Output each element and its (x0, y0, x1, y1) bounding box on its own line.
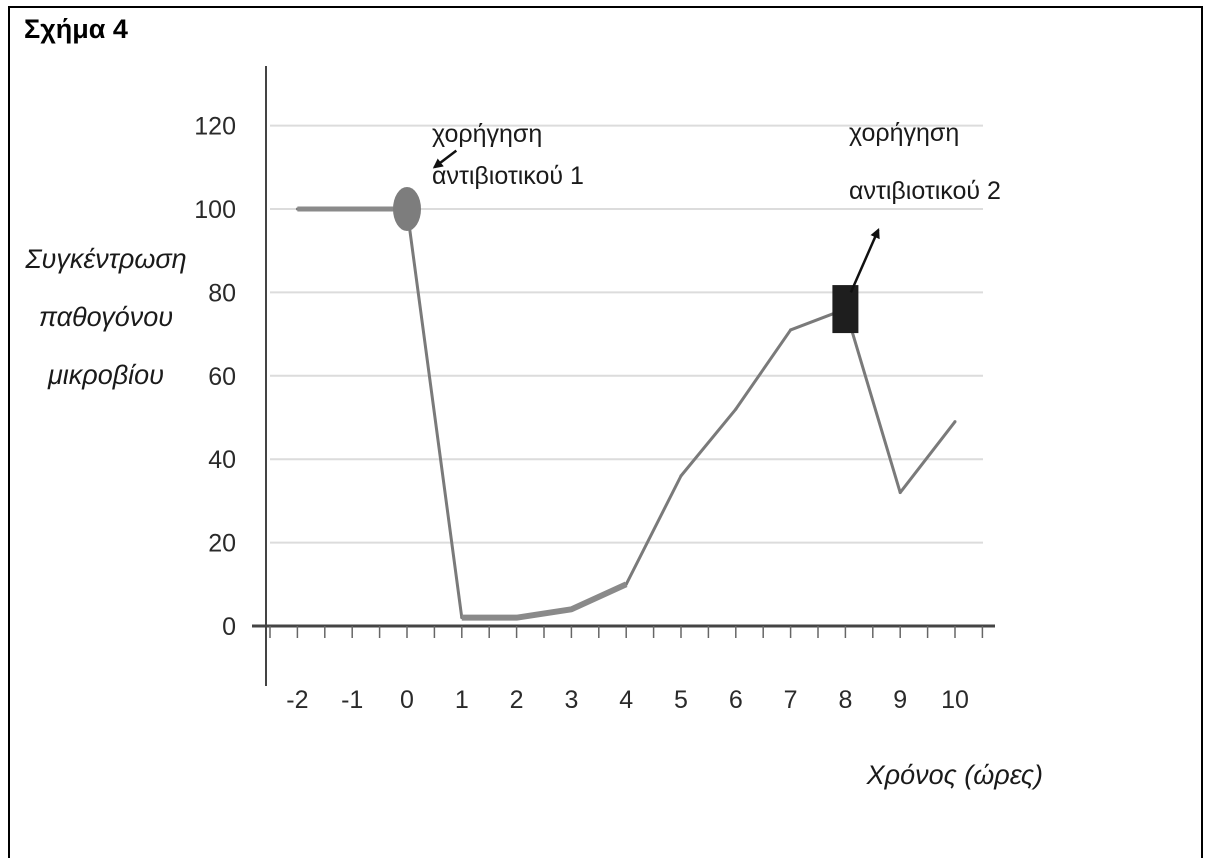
y-tick-label-100: 100 (194, 196, 236, 224)
data-point (734, 407, 738, 411)
x-axis-title: Χρόνος (ώρες) (866, 760, 1043, 790)
x-tick-label-2: 2 (510, 686, 524, 714)
data-point (679, 474, 683, 478)
gridlines (270, 124, 983, 544)
x-tick-label-0: 0 (400, 686, 414, 714)
data-point (789, 328, 793, 332)
annotations: χορήγηση αντιβιοτικού 1 χορήγηση αντιβιοτικ… (432, 119, 1001, 293)
y-tick-label-20: 20 (208, 530, 236, 558)
y-tick-label-40: 40 (208, 446, 236, 474)
x-tick-label-7: 7 (784, 686, 798, 714)
x-tick-label--2: -2 (286, 686, 308, 714)
annotation-2-line-1: χορήγηση (849, 119, 959, 147)
series-segment-low (461, 581, 628, 621)
axes (252, 66, 995, 686)
annotation-1-line-2: αντιβιοτικού 1 (432, 162, 584, 190)
annotation-1-line-1: χορήγηση (432, 120, 542, 148)
x-tick-label-10: 10 (941, 686, 969, 714)
annotation-2-arrow (849, 228, 880, 293)
x-tick-label-5: 5 (674, 686, 688, 714)
x-tick-label--1: -1 (341, 686, 363, 714)
annotation-1-arrow (432, 149, 458, 169)
data-point (953, 420, 957, 424)
x-tick-label-9: 9 (893, 686, 907, 714)
y-axis-title-line-1: Συγκέντρωση (24, 244, 186, 274)
x-tick-label-6: 6 (729, 686, 743, 714)
x-tick-label-3: 3 (564, 686, 578, 714)
event-markers (393, 187, 859, 334)
y-tick-label-80: 80 (208, 279, 236, 307)
x-tick-label-8: 8 (838, 686, 852, 714)
x-tick-label-4: 4 (619, 686, 633, 714)
figure-frame (8, 6, 1203, 858)
data-series (295, 206, 957, 621)
y-tick-label-60: 60 (208, 363, 236, 391)
y-axis-title-line-2: παθογόνου (39, 302, 173, 332)
annotation-2-line-2: αντιβιοτικού 2 (849, 177, 1001, 205)
y-tick-label-120: 120 (194, 113, 236, 141)
axis-titles: Συγκέντρωση παθογόνου μικροβίου Χρόνος (ώρε… (24, 244, 1043, 790)
antibiotic-1-marker (393, 187, 421, 231)
series-line-0 (297, 207, 957, 620)
y-axis-title-line-3: μικροβίου (47, 360, 164, 390)
data-point (898, 491, 902, 495)
y-tick-label-0: 0 (222, 613, 236, 641)
x-tick-label-1: 1 (455, 686, 469, 714)
figure-title: Σχήμα 4 (24, 14, 128, 44)
antibiotic-2-marker (832, 285, 859, 334)
tick-labels: 0 20 40 60 80 100 120 -2 -1 0 1 2 3 4 5 6 7 8 9 10 (194, 113, 969, 714)
